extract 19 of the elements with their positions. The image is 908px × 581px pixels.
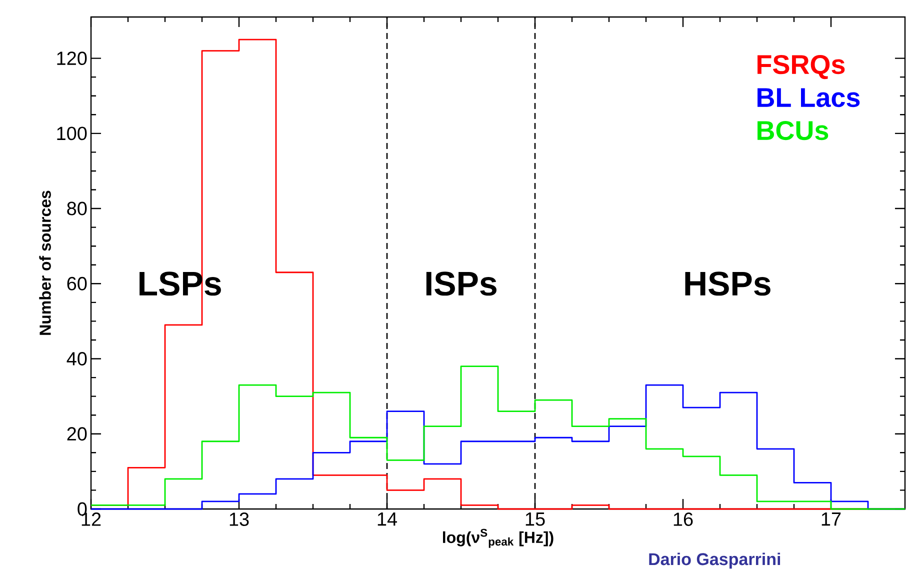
y-tick-label: 20 xyxy=(67,427,87,441)
x-tick-label: 13 xyxy=(230,512,249,526)
x-tick-label: 14 xyxy=(378,512,398,526)
x-tick-label: 16 xyxy=(674,512,693,526)
text: Dario Gasparrini xyxy=(649,552,780,569)
text: FSRQs xyxy=(758,54,845,80)
y-axis-title: Number of sources xyxy=(39,190,51,335)
y-tick-label: 40 xyxy=(66,352,87,366)
x-axis-title: log(ν$^{S}$$_{peak}$ [Hz]) xyxy=(443,528,554,548)
text: BL Lacs xyxy=(758,88,860,108)
y-tick-label: 80 xyxy=(67,202,87,216)
text: BCUs xyxy=(758,120,828,140)
annotation: ISPs xyxy=(426,272,496,296)
y-tick-label: 120 xyxy=(57,52,87,66)
x-tick-label: 17 xyxy=(822,512,841,526)
y-tick-label: 60 xyxy=(67,276,87,290)
annotation: HSPs xyxy=(685,272,770,296)
y-tick-label: 100 xyxy=(57,126,87,140)
x-tick-label: 15 xyxy=(526,512,545,526)
